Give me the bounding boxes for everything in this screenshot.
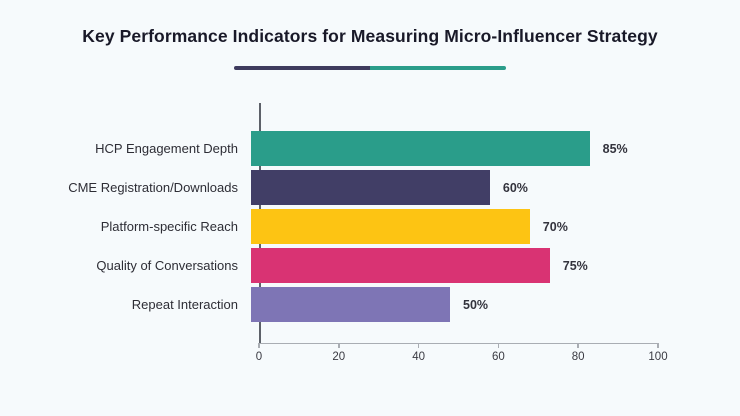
- tick-mark: [657, 343, 659, 348]
- title-divider: [234, 66, 506, 70]
- bar-row: HCP Engagement Depth 85%: [0, 131, 740, 166]
- bar: [250, 248, 550, 283]
- value-label: 75%: [562, 258, 588, 273]
- value-label: 85%: [602, 141, 628, 156]
- category-label: Platform-specific Reach: [100, 219, 238, 234]
- tick-label: 0: [255, 351, 263, 363]
- bar-row: Repeat Interaction 50%: [0, 287, 740, 322]
- bar-rows: HCP Engagement Depth 85% CME Registration/…: [0, 131, 740, 326]
- bar-track: 85%: [250, 131, 650, 166]
- category-label: HCP Engagement Depth: [95, 141, 238, 156]
- bar-track: 50%: [250, 287, 650, 322]
- tick-label: 40: [412, 351, 425, 363]
- bar: [250, 209, 530, 244]
- bar-track: 75%: [250, 248, 650, 283]
- bar-track: 60%: [250, 170, 650, 205]
- chart-title: Key Performance Indicators for Measuring…: [82, 26, 658, 46]
- bar: [250, 131, 590, 166]
- bar-row: Quality of Conversations 75%: [0, 248, 740, 283]
- x-axis-line: [259, 342, 658, 344]
- bar-track: 70%: [250, 209, 650, 244]
- tick-mark: [497, 343, 500, 348]
- tick-mark: [338, 343, 340, 348]
- tick-label: 20: [332, 351, 346, 363]
- category-label: CME Registration/Downloads: [68, 180, 238, 195]
- tick-mark: [417, 343, 420, 348]
- bar-row: CME Registration/Downloads 60%: [0, 170, 740, 205]
- x-axis-ticks: 0 20 40 60 80 100: [255, 343, 668, 373]
- category-label: Repeat Interaction: [131, 297, 238, 312]
- tick-label: 100: [648, 351, 668, 363]
- tick-label: 80: [571, 351, 585, 363]
- divider-right-segment: [370, 66, 506, 70]
- value-label: 60%: [502, 180, 528, 195]
- value-label: 50%: [463, 297, 489, 312]
- bar: [250, 170, 490, 205]
- tick-mark: [258, 343, 260, 348]
- divider-left-segment: [234, 66, 370, 70]
- bar: [250, 287, 450, 322]
- tick-mark: [577, 343, 579, 348]
- category-label: Quality of Conversations: [96, 258, 238, 273]
- value-label: 70%: [542, 219, 568, 234]
- bar-row: Platform-specific Reach 70%: [0, 209, 740, 244]
- tick-label: 60: [491, 351, 505, 363]
